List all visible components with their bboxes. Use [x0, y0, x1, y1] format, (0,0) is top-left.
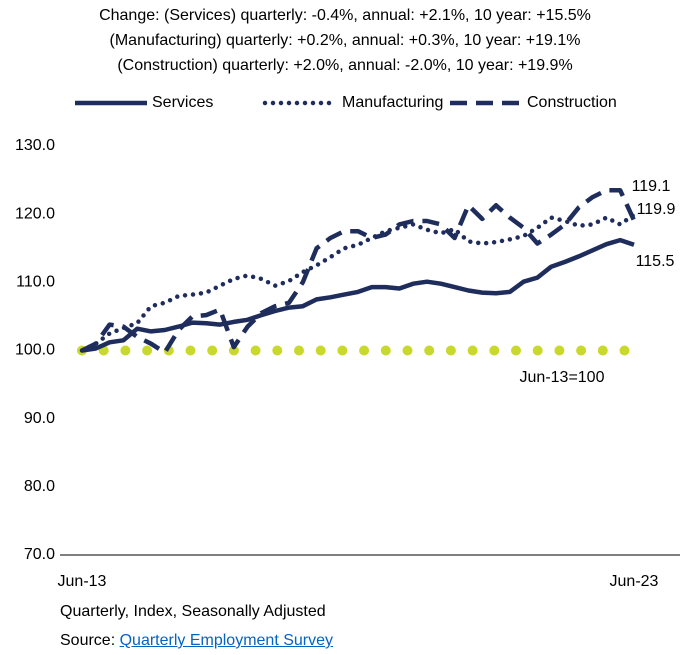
baseline-label: Jun-13=100 [520, 369, 605, 386]
end-label: 119.9 [637, 201, 676, 218]
y-tick-label: 120.0 [15, 205, 55, 222]
chart: Change: (Services) quarterly: -0.4%, ann… [15, 7, 680, 590]
legend-label: Services [152, 94, 213, 111]
chart-title: Change: (Services) quarterly: -0.4%, ann… [99, 7, 591, 24]
end-label: 115.5 [636, 253, 675, 270]
end-label: 119.1 [632, 178, 671, 195]
y-tick-label: 80.0 [24, 478, 55, 495]
series-line [81, 237, 635, 353]
series-line [81, 188, 637, 355]
y-tick-label: 100.0 [15, 342, 55, 359]
chart-title: (Manufacturing) quarterly: +0.2%, annual… [110, 32, 581, 49]
y-tick-label: 70.0 [24, 546, 55, 563]
note: Quarterly, Index, Seasonally Adjusted [60, 603, 326, 620]
chart-title: (Construction) quarterly: +2.0%, annual:… [117, 57, 572, 74]
x-tick-label: Jun-23 [610, 573, 659, 590]
y-tick-label: 130.0 [15, 137, 55, 154]
source-link[interactable]: Quarterly Employment Survey [119, 632, 333, 649]
source: Source: Quarterly Employment Survey [60, 632, 333, 650]
x-tick-label: Jun-13 [58, 573, 107, 590]
source-label: Source: [60, 632, 116, 649]
y-tick-label: 90.0 [24, 410, 55, 427]
legend-label: Manufacturing [342, 94, 443, 111]
y-tick-label: 110.0 [16, 274, 55, 291]
legend-label: Construction [527, 94, 617, 111]
